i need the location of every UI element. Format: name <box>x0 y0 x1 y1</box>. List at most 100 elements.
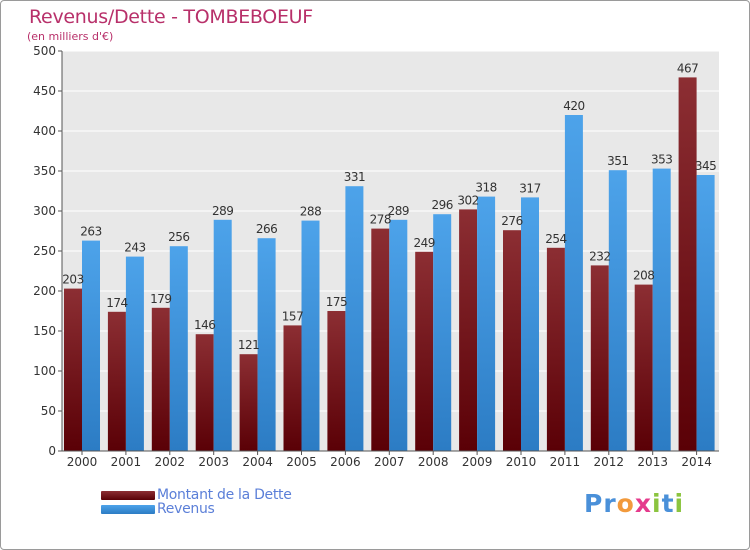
x-tick-label: 2014 <box>681 455 712 469</box>
debt-bar <box>634 284 653 451</box>
revenus-bar <box>652 168 671 451</box>
axes: 0 50 100 150 200 250 300 350 400 450 500 2000 2001 20… <box>33 44 719 469</box>
debt-value-label: 157 <box>282 309 303 323</box>
x-tick-label: 2001 <box>111 455 142 469</box>
x-tick-label: 2009 <box>462 455 493 469</box>
debt-value-label: 276 <box>501 214 522 228</box>
y-tick-label: 400 <box>33 124 56 138</box>
revenus-value-label: 263 <box>80 225 101 239</box>
revenus-bar <box>345 186 364 451</box>
debt-value-label: 174 <box>106 296 127 310</box>
logo-letter: i <box>674 489 685 518</box>
unit-label: (en milliers d'€) <box>27 30 114 43</box>
y-tick-label: 500 <box>33 44 56 58</box>
revenus-value-label: 331 <box>344 170 365 184</box>
legend-label-debt: Montant de la Dette <box>157 487 292 503</box>
debt-value-label: 121 <box>238 338 259 352</box>
debt-value-label: 249 <box>413 236 434 250</box>
revenus-bar <box>125 256 144 451</box>
y-tick-label: 300 <box>33 204 56 218</box>
debt-bar <box>239 354 258 451</box>
debt-value-label: 179 <box>150 292 171 306</box>
debt-value-label: 203 <box>62 273 83 287</box>
logo-letter: t <box>661 489 675 518</box>
y-tick-label: 250 <box>33 244 56 258</box>
debt-bar <box>503 230 521 451</box>
revenus-value-label: 345 <box>695 159 716 173</box>
revenus-value-label: 243 <box>124 241 145 255</box>
debt-value-label: 232 <box>589 249 610 263</box>
revenus-value-label: 296 <box>431 198 452 212</box>
revenus-bar <box>213 219 232 451</box>
debt-bar <box>195 334 214 451</box>
legend-item-revenus: Revenus <box>101 501 215 517</box>
debt-bar <box>64 288 82 451</box>
revenus-value-label: 317 <box>519 181 540 195</box>
chart-title: Revenus/Dette - TOMBEBOEUF <box>29 6 313 28</box>
debt-bar <box>590 265 609 451</box>
x-tick-label: 2002 <box>155 455 186 469</box>
bars <box>64 77 715 452</box>
legend-swatch-debt <box>101 490 155 500</box>
debt-value-label: 467 <box>677 61 698 75</box>
revenus-bar <box>301 220 320 451</box>
revenus-bar <box>257 238 276 451</box>
x-tick-label: 2004 <box>242 455 273 469</box>
x-tick-label: 2010 <box>506 455 537 469</box>
debt-value-label: 254 <box>545 232 566 246</box>
revenus-bar <box>608 170 627 451</box>
y-tick-label: 200 <box>33 284 56 298</box>
x-tick-label: 2007 <box>374 455 405 469</box>
debt-value-label: 278 <box>370 213 391 227</box>
x-tick-label: 2003 <box>198 455 229 469</box>
debt-value-label: 302 <box>457 193 478 207</box>
revenus-value-label: 353 <box>651 153 672 167</box>
y-tick-label: 100 <box>33 364 56 378</box>
debt-bar <box>283 325 302 451</box>
proxiti-logo: Proxiti <box>584 489 684 518</box>
debt-value-label: 146 <box>194 318 215 332</box>
logo-letter: i <box>652 489 662 518</box>
data-labels: 203 263 174 243 179 256 146 289 121 266 157 288 175 3… <box>62 61 717 352</box>
debt-bar <box>107 311 126 451</box>
debt-bar <box>459 209 478 451</box>
revenus-value-label: 351 <box>607 154 628 168</box>
revenus-bar <box>477 196 496 451</box>
debt-bar <box>151 307 170 451</box>
x-tick-label: 2011 <box>550 455 581 469</box>
legend-item-debt: Montant de la Dette <box>101 487 292 503</box>
revenus-bar <box>169 246 188 451</box>
x-tick-label: 2008 <box>418 455 449 469</box>
revenus-value-label: 420 <box>563 99 584 113</box>
revenus-bar <box>82 240 100 451</box>
y-tick-label: 0 <box>48 444 56 458</box>
logo-letter: x <box>634 489 652 518</box>
revenus-bar <box>521 197 539 451</box>
debt-bar <box>678 77 697 452</box>
logo-letter: o <box>616 489 635 518</box>
revenus-bar <box>433 214 452 451</box>
revenus-value-label: 318 <box>475 181 496 195</box>
x-tick-label: 2012 <box>594 455 625 469</box>
revenus-value-label: 289 <box>212 204 233 218</box>
legend-swatch-revenus <box>101 504 155 514</box>
y-tick-label: 150 <box>33 324 56 338</box>
revenus-bar <box>696 175 715 451</box>
legend-label-revenus: Revenus <box>157 501 215 517</box>
y-tick-label: 350 <box>33 164 56 178</box>
revenus-value-label: 256 <box>168 230 189 244</box>
revenus-value-label: 288 <box>300 205 321 219</box>
y-tick-label: 50 <box>41 404 56 418</box>
debt-bar <box>371 228 390 451</box>
y-tick-label: 450 <box>33 84 56 98</box>
x-tick-label: 2006 <box>330 455 361 469</box>
debt-bar <box>415 251 434 451</box>
revenus-bar <box>389 219 408 451</box>
logo-letter: r <box>603 489 617 518</box>
x-tick-label: 2013 <box>637 455 668 469</box>
revenus-value-label: 289 <box>388 204 409 218</box>
x-tick-label: 2000 <box>67 455 98 469</box>
logo-letter: P <box>584 489 604 518</box>
